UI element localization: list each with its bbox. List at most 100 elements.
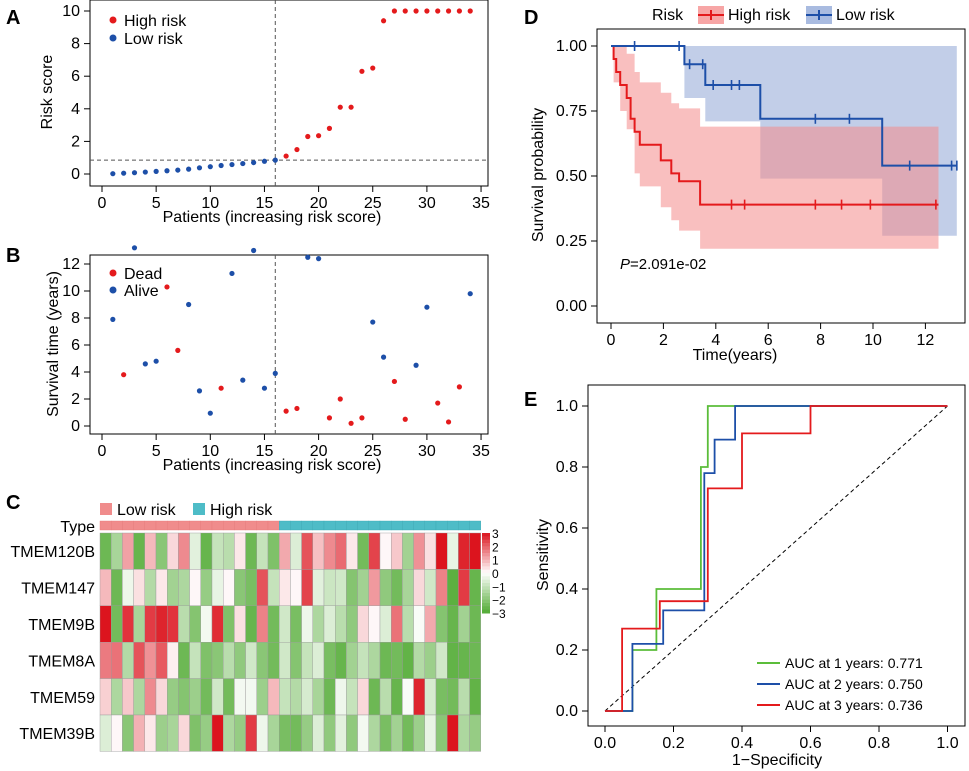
heatmap-cell: [133, 569, 146, 607]
heatmap-cell: [178, 678, 190, 716]
heatmap-cell: [447, 714, 459, 752]
panel-a-xtick-label: 0: [98, 195, 107, 212]
panel-b-xtick-label: 10: [201, 443, 219, 460]
heatmap-cell: [290, 605, 302, 643]
km-curve-high: [611, 45, 939, 206]
heatmap-cell: [402, 714, 414, 752]
heatmap-cell: [323, 678, 336, 716]
survival-time-point: [207, 410, 213, 416]
heatmap-gene-label: TMEM9B: [28, 617, 95, 634]
risk-score-point: [380, 18, 387, 24]
heatmap-cell: [458, 678, 470, 716]
heatmap-cell: [110, 642, 123, 679]
heatmap-cell: [335, 569, 347, 607]
heatmap-cell: [447, 532, 459, 570]
heatmap-cell: [178, 569, 190, 607]
heatmap-cell: [447, 569, 459, 607]
heatmap-scale-segment: [482, 579, 490, 584]
heatmap-type-cell: [222, 520, 235, 531]
heatmap-cell: [458, 605, 470, 643]
panel-label-a: A: [6, 7, 20, 29]
heatmap-cell: [435, 532, 448, 570]
heatmap-cell: [435, 642, 448, 679]
heatmap-cell: [200, 642, 213, 679]
heatmap-cell: [458, 642, 470, 679]
survival-time-point: [261, 385, 268, 391]
heatmap-cell: [279, 605, 291, 643]
heatmap-cell: [357, 678, 370, 716]
legend-low-risk-swatch: [100, 503, 112, 515]
heatmap-cell: [323, 532, 336, 570]
heatmap-cell: [391, 642, 403, 679]
survival-time-point: [413, 362, 419, 368]
survival-time-point: [348, 420, 354, 426]
heatmap-cell: [144, 678, 157, 716]
panel-e-ytick-label: 0.6: [556, 520, 578, 537]
kaplan-meier-plot: Survival probability Time(years) Risk Hi…: [530, 6, 966, 364]
heatmap-cell: [234, 714, 246, 752]
heatmap-cell: [166, 678, 179, 716]
survival-time-point: [175, 347, 181, 353]
heatmap-cell: [110, 532, 123, 570]
heatmap-cell: [222, 532, 235, 570]
panel-b-ytick-label: 4: [71, 364, 80, 381]
heatmap-cell: [200, 532, 213, 570]
panel-e-ylabel: Sensitivity: [535, 519, 552, 591]
risk-score-point: [370, 65, 376, 71]
heatmap-cell: [391, 678, 403, 716]
panel-d-pvalue: P=2.091e-02: [620, 256, 706, 273]
heatmap-cell: [99, 642, 112, 679]
heatmap-cell: [234, 569, 246, 607]
heatmap-cell: [200, 678, 213, 716]
heatmap-cell: [469, 678, 482, 716]
heatmap-cell: [379, 532, 392, 570]
heatmap-cell: [424, 714, 437, 752]
panel-b-xtick-label: 0: [98, 443, 107, 460]
risk-score-point: [445, 8, 452, 14]
heatmap-cell: [133, 605, 146, 643]
heatmap-cell: [99, 569, 112, 607]
panel-b-xtick-label: 20: [310, 443, 328, 460]
heatmap-cell: [110, 605, 123, 643]
legend-high-risk-marker: [109, 16, 117, 24]
heatmap-cell: [122, 605, 134, 643]
heatmap-scale-segment: [482, 593, 490, 597]
heatmap-scale-tick: 2: [492, 540, 499, 554]
panel-a-ytick-label: 2: [71, 133, 80, 150]
survival-time-point: [272, 370, 278, 376]
roc-curve-2-year: [605, 405, 948, 712]
risk-score-point: [456, 8, 462, 14]
survival-time-point: [153, 358, 159, 364]
heatmap-cell: [155, 642, 168, 679]
legend-high-risk-swatch: [193, 503, 205, 515]
heatmap-scale-segment: [482, 603, 490, 607]
heatmap-cell: [245, 605, 258, 643]
heatmap-cell: [256, 678, 269, 716]
panel-d-ytick-label: 0.75: [556, 103, 587, 120]
heatmap-cell: [189, 532, 202, 570]
heatmap-gene-label: TMEM120B: [11, 544, 95, 561]
heatmap-cell: [256, 714, 269, 752]
heatmap-cell: [290, 714, 302, 752]
heatmap-cell: [256, 569, 269, 607]
survival-time-point: [218, 385, 224, 391]
panel-e-xtick-label: 0.8: [868, 735, 890, 752]
heatmap-type-cell: [178, 520, 190, 531]
panel-b-legend-dead: Dead: [124, 266, 162, 283]
heatmap-type-cell: [144, 520, 157, 531]
heatmap-type-cell: [245, 520, 258, 531]
heatmap-cell: [435, 714, 448, 752]
heatmap-cell: [469, 605, 482, 643]
survival-time-point: [110, 316, 116, 322]
heatmap-cell: [245, 532, 258, 570]
heatmap-type-cell: [267, 520, 280, 531]
heatmap-cell: [379, 714, 392, 752]
heatmap-cell: [335, 642, 347, 679]
heatmap-cell: [211, 532, 224, 570]
heatmap-cell: [200, 569, 213, 607]
heatmap-cell: [166, 714, 179, 752]
panel-a-xtick-label: 35: [472, 195, 490, 212]
heatmap-scale-tick: 0: [492, 567, 499, 581]
heatmap-cell: [469, 569, 482, 607]
risk-score-point: [142, 169, 148, 175]
